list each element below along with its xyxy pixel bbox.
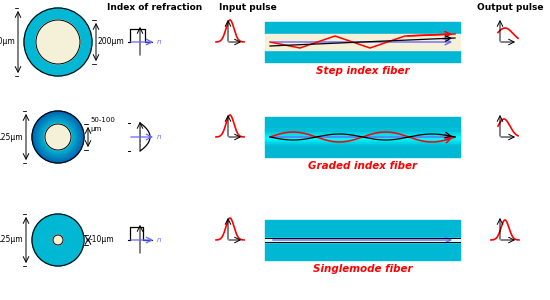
Bar [265, 136, 460, 139]
Text: 125μm: 125μm [0, 133, 23, 142]
Text: Graded index fiber: Graded index fiber [308, 161, 417, 171]
Bar [265, 134, 460, 137]
Circle shape [39, 118, 78, 157]
Text: 380μm: 380μm [0, 38, 15, 46]
Circle shape [36, 20, 80, 64]
Bar [265, 34, 460, 50]
Bar [265, 50, 460, 62]
Text: -10μm: -10μm [90, 236, 114, 244]
Circle shape [45, 124, 71, 150]
Bar [265, 117, 460, 157]
Bar [265, 138, 460, 141]
Bar [265, 130, 460, 133]
Circle shape [36, 115, 80, 159]
Bar [265, 248, 460, 260]
Circle shape [32, 111, 84, 163]
Text: n: n [157, 237, 162, 243]
Bar [265, 220, 460, 232]
Text: 200μm: 200μm [98, 38, 125, 46]
Bar [265, 117, 460, 129]
Circle shape [35, 114, 81, 160]
Bar [265, 140, 460, 143]
Bar [265, 238, 460, 242]
Circle shape [32, 112, 84, 162]
Bar [265, 142, 460, 145]
Text: μm: μm [90, 126, 101, 132]
Circle shape [24, 8, 92, 76]
Circle shape [53, 235, 63, 245]
Bar [265, 22, 460, 34]
Circle shape [36, 116, 79, 158]
Text: n: n [157, 134, 162, 140]
Text: 50-100: 50-100 [90, 117, 115, 123]
Text: Index of refraction: Index of refraction [107, 3, 202, 12]
Circle shape [40, 119, 76, 155]
Text: Singlemode fiber: Singlemode fiber [313, 264, 412, 274]
Bar [265, 128, 460, 131]
Bar [265, 220, 460, 260]
Text: Output pulse: Output pulse [477, 3, 543, 12]
Circle shape [45, 123, 72, 151]
Text: 125μm: 125μm [0, 236, 23, 244]
Circle shape [42, 121, 74, 153]
Circle shape [43, 123, 72, 151]
Text: Input pulse: Input pulse [219, 3, 277, 12]
Text: n: n [157, 39, 162, 45]
Circle shape [43, 122, 73, 152]
Circle shape [42, 122, 74, 153]
Bar [265, 145, 460, 157]
Circle shape [37, 116, 79, 158]
Bar [265, 22, 460, 62]
Circle shape [39, 118, 77, 156]
Circle shape [38, 117, 78, 157]
Circle shape [34, 112, 82, 162]
Circle shape [34, 113, 82, 161]
Circle shape [35, 114, 81, 160]
Circle shape [32, 214, 84, 266]
Circle shape [41, 120, 75, 154]
Circle shape [41, 119, 75, 154]
Bar [265, 132, 460, 135]
Bar [265, 232, 460, 248]
Text: Step index fiber: Step index fiber [316, 66, 409, 76]
